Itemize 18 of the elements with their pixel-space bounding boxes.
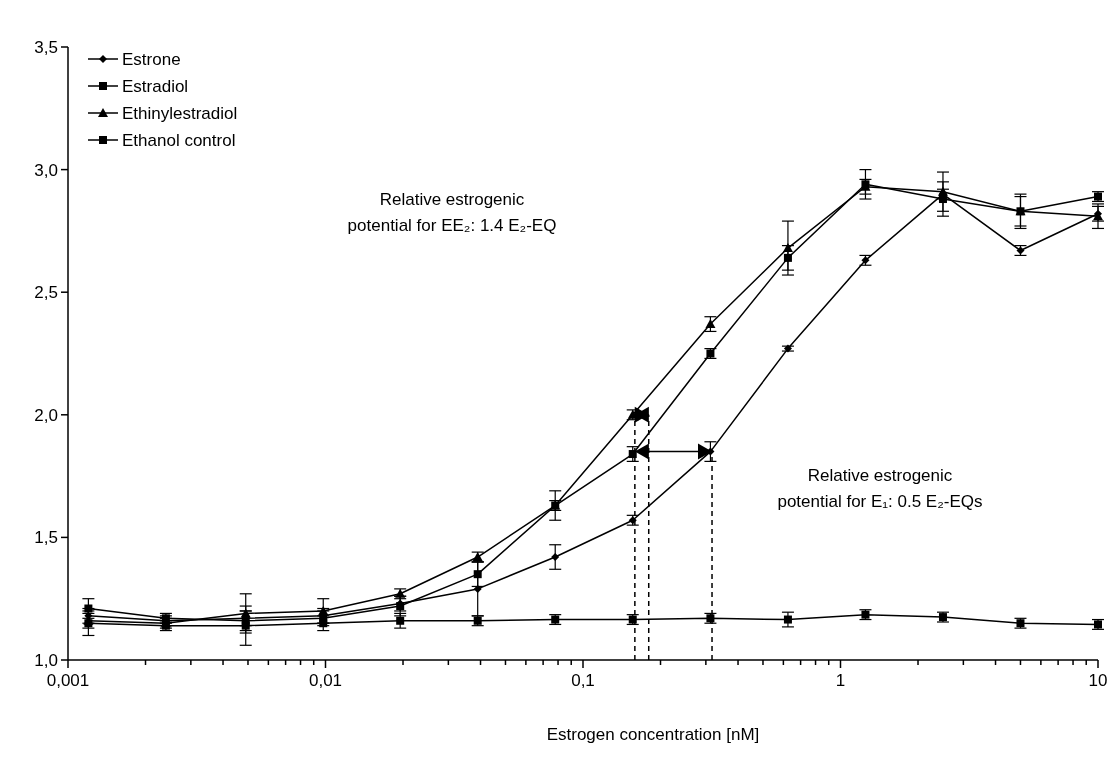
legend-label: Ethinylestradiol	[122, 104, 238, 123]
y-tick-label: 1,5	[34, 528, 58, 548]
y-tick-label: 1,0	[34, 651, 58, 670]
x-axis-title: Estrogen concentration [nM]	[546, 725, 760, 744]
legend-label: Ethanol control	[122, 131, 236, 150]
y-tick-label: 3,5	[34, 38, 58, 57]
legend-label: Estrone	[122, 50, 181, 69]
legend-label: Estradiol	[122, 77, 189, 96]
annotation: Relative estrogenic potential for EE₂: 1.4 E₂-EQ	[347, 190, 557, 235]
x-tick-label: 10	[1088, 671, 1108, 690]
y-tick-label: 2,0	[34, 405, 58, 425]
x-tick-label: 0,01	[308, 671, 343, 690]
y-tick-label: 3,0	[34, 160, 58, 180]
x-tick-label: 0,1	[571, 671, 595, 690]
x-tick-label: 1	[835, 671, 846, 690]
annotation: Relative estrogenic potential for E₁: 0.5 E₂-EQs	[777, 466, 983, 511]
y-tick-label: 2,5	[34, 283, 58, 303]
x-tick-label: 0,001	[46, 671, 90, 690]
